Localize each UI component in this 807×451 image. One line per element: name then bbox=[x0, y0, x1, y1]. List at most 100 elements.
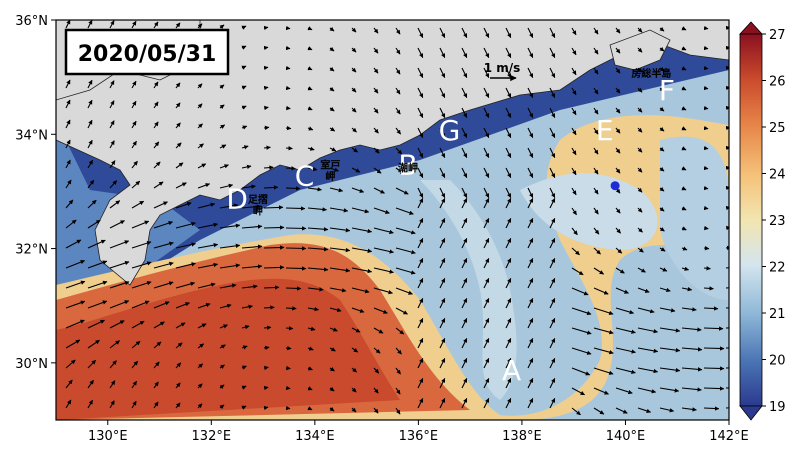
current-vector-arrow bbox=[637, 207, 643, 213]
current-vector-arrow bbox=[637, 47, 643, 53]
current-vector-arrow bbox=[351, 47, 357, 53]
current-vector-arrow bbox=[175, 262, 196, 269]
current-vector-arrow bbox=[307, 386, 313, 391]
current-vector-arrow bbox=[703, 205, 709, 211]
current-vector-arrow bbox=[329, 327, 338, 332]
current-vector-arrow bbox=[87, 20, 93, 29]
current-vector-arrow bbox=[659, 367, 681, 373]
current-vector-arrow bbox=[329, 106, 335, 112]
current-vector-arrow bbox=[681, 26, 687, 31]
current-vector-arrow bbox=[417, 218, 424, 229]
current-vector-arrow bbox=[439, 167, 446, 178]
current-vector-arrow bbox=[593, 267, 604, 275]
current-vector-arrow bbox=[615, 147, 621, 154]
current-vector-arrow bbox=[439, 187, 446, 198]
current-vector-arrow bbox=[263, 105, 269, 111]
current-vector-arrow bbox=[725, 25, 729, 31]
current-vector-arrow bbox=[637, 107, 643, 113]
current-vector-arrow bbox=[615, 327, 636, 334]
current-vector-arrow bbox=[703, 326, 724, 331]
current-vector-arrow bbox=[417, 27, 424, 38]
current-vector-arrow bbox=[439, 258, 446, 269]
current-vector-arrow bbox=[571, 187, 577, 196]
current-vector-arrow bbox=[439, 218, 446, 229]
current-vector-arrow bbox=[549, 398, 556, 409]
current-vector-arrow bbox=[615, 347, 636, 354]
current-vector-arrow bbox=[571, 347, 592, 355]
colorbar-tick-label: 25 bbox=[769, 121, 786, 136]
current-vector-arrow bbox=[307, 106, 313, 111]
current-vector-arrow bbox=[197, 363, 203, 369]
region-label-a: A bbox=[502, 354, 521, 387]
current-vector-arrow bbox=[725, 85, 729, 91]
current-vector-arrow bbox=[505, 378, 512, 389]
current-vector-arrow bbox=[351, 267, 373, 274]
current-vector-arrow bbox=[527, 218, 534, 229]
current-vector-arrow bbox=[659, 247, 666, 252]
current-vector-arrow bbox=[725, 185, 729, 191]
current-vector-arrow bbox=[65, 339, 81, 349]
current-vector-arrow bbox=[87, 359, 97, 369]
current-vector-arrow bbox=[527, 378, 534, 389]
current-vector-arrow bbox=[263, 245, 285, 250]
current-vector-arrow bbox=[285, 266, 307, 271]
colorbar-body bbox=[739, 33, 763, 407]
current-vector-arrow bbox=[395, 287, 413, 295]
current-vector-arrow bbox=[571, 247, 580, 256]
current-vector-arrow bbox=[175, 142, 182, 149]
current-vector-arrow bbox=[285, 105, 291, 111]
current-vector-arrow bbox=[241, 65, 247, 70]
current-vector-arrow bbox=[659, 287, 671, 293]
current-vector-arrow bbox=[395, 107, 401, 115]
current-vector-arrow bbox=[329, 167, 339, 172]
current-vector-arrow bbox=[637, 387, 657, 394]
current-vector-arrow bbox=[593, 247, 601, 255]
current-vector-arrow bbox=[571, 67, 577, 76]
current-vector-arrow bbox=[593, 287, 609, 295]
cold-eddy-east bbox=[660, 136, 729, 300]
current-vector-arrow bbox=[483, 398, 490, 409]
current-vector-arrow bbox=[285, 25, 291, 31]
current-vector-arrow bbox=[307, 166, 318, 172]
current-vector-arrow bbox=[175, 402, 181, 409]
current-vector-arrow bbox=[351, 87, 357, 93]
current-vector-arrow bbox=[219, 24, 225, 30]
current-vector-arrow bbox=[637, 227, 643, 233]
current-vector-arrow bbox=[87, 339, 100, 349]
current-vector-arrow bbox=[87, 199, 97, 209]
current-vector-arrow bbox=[351, 167, 361, 173]
current-vector-arrow bbox=[681, 146, 687, 151]
current-vector-arrow bbox=[395, 67, 401, 75]
current-vector-arrow bbox=[637, 367, 659, 374]
date-box: 2020/05/31 bbox=[64, 28, 230, 76]
current-vector-arrow bbox=[153, 161, 161, 169]
current-vector-arrow bbox=[307, 287, 324, 292]
current-vector-arrow bbox=[307, 26, 313, 31]
current-vector-arrow bbox=[505, 87, 512, 98]
current-vector-arrow bbox=[395, 247, 416, 255]
current-vector-arrow bbox=[483, 238, 490, 249]
current-vector-arrow bbox=[153, 121, 159, 129]
current-vector-arrow bbox=[197, 242, 219, 249]
current-vector-arrow bbox=[549, 147, 556, 158]
current-vector-arrow bbox=[219, 223, 241, 229]
current-vector-arrow bbox=[483, 378, 490, 389]
current-vector-arrow bbox=[681, 347, 703, 352]
current-vector-arrow bbox=[527, 238, 534, 249]
current-vector-arrow bbox=[285, 146, 293, 151]
current-vector-arrow bbox=[153, 81, 159, 89]
current-vector-arrow bbox=[395, 267, 416, 275]
current-vector-arrow bbox=[87, 179, 95, 189]
current-vector-arrow bbox=[527, 147, 534, 158]
current-vector-arrow bbox=[593, 67, 599, 75]
current-vector-arrow bbox=[571, 207, 577, 216]
current-vector-arrow bbox=[109, 220, 125, 229]
current-vector-arrow bbox=[153, 281, 174, 289]
current-vector-arrow bbox=[263, 405, 269, 411]
current-vector-arrow bbox=[505, 167, 512, 178]
current-vector-arrow bbox=[593, 367, 614, 375]
current-vector-arrow bbox=[549, 167, 556, 178]
current-vector-arrow bbox=[659, 387, 680, 393]
